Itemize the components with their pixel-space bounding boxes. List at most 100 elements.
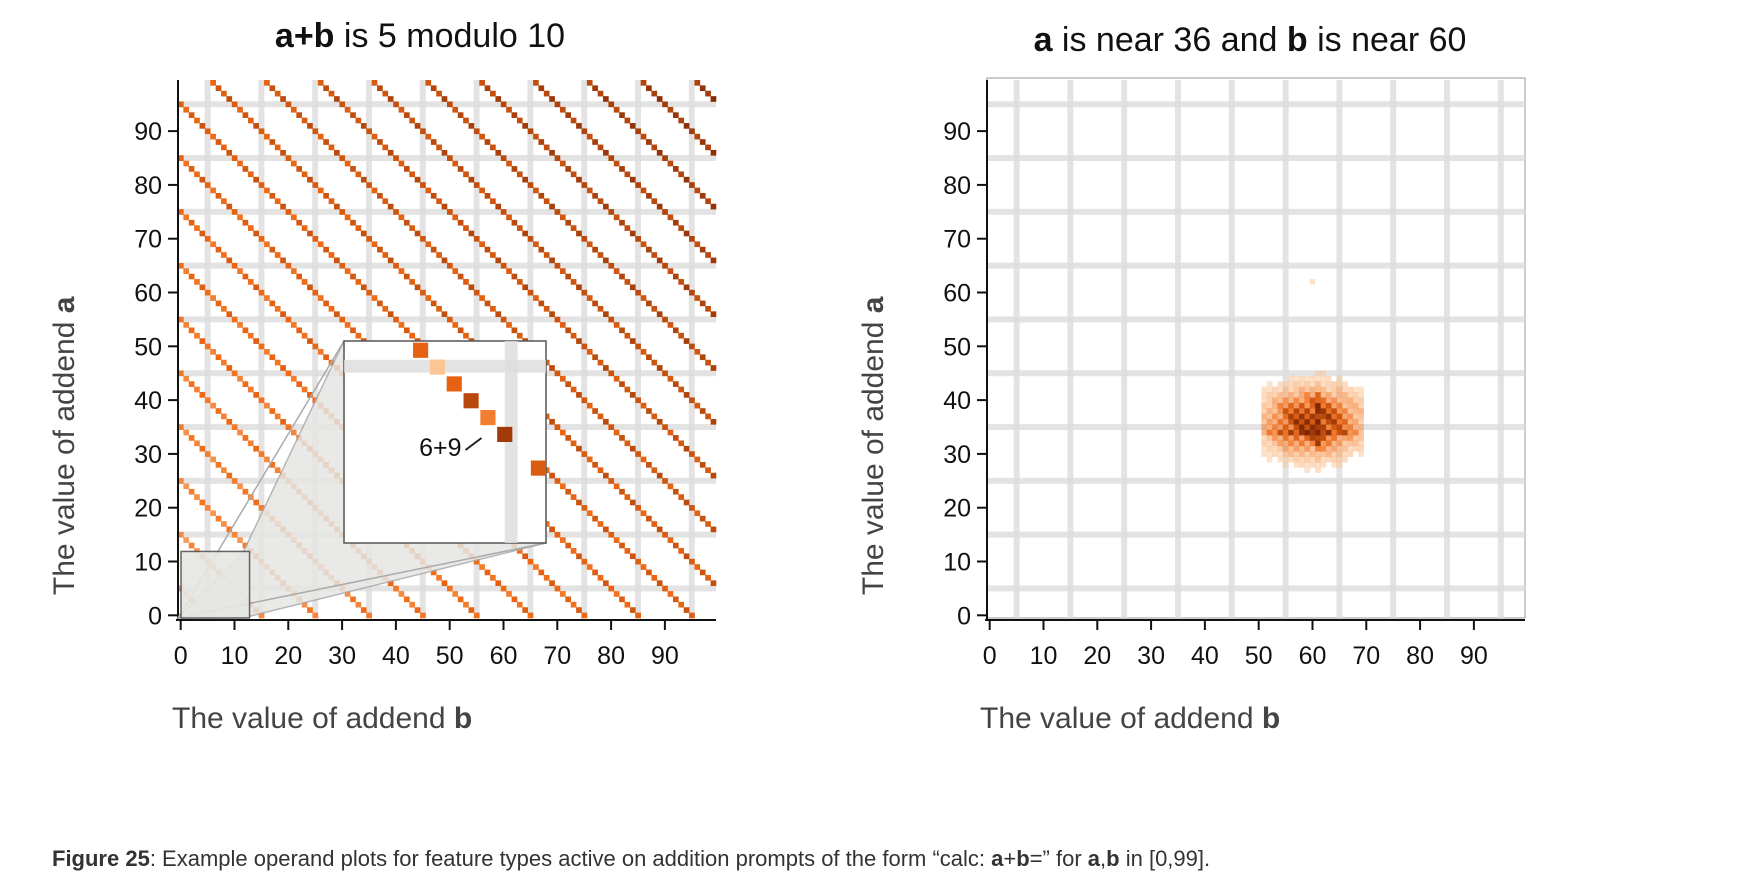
heatmap-cell [247,332,254,339]
heatmap-cell [285,155,292,161]
heatmap-cell [1293,397,1300,404]
grid-row [987,531,1525,538]
heatmap-cell [640,349,647,355]
heatmap-cell [307,338,313,344]
heatmap-cell [624,601,631,608]
heatmap-cell [1282,456,1289,463]
heatmap-cell [640,510,647,517]
heatmap-cell [188,112,195,118]
heatmap-cell [441,580,448,587]
heatmap-cell [307,607,313,613]
heatmap-cell [430,246,437,253]
heatmap-cell [651,305,658,312]
heatmap-cell [296,112,303,118]
caption-bold-1: a [991,846,1004,871]
heatmap-cell [221,359,227,366]
heatmap-cell [199,392,206,398]
heatmap-cell [1288,445,1294,452]
heatmap-cell [1266,451,1273,457]
heatmap-cell [1293,456,1300,463]
heatmap-cell [1288,408,1294,414]
heatmap-cell [1331,429,1337,436]
heatmap-cell [490,198,496,205]
heatmap-cell [371,241,378,248]
grid-row [987,477,1525,484]
heatmap-cell [312,236,319,242]
y-tick-label: 90 [943,118,971,146]
heatmap-cell [398,591,405,597]
heatmap-cell [301,601,308,608]
heatmap-cell [586,187,593,194]
heatmap-cell [312,128,319,135]
y-axis-label-part-0: The value of addend [48,313,81,595]
heatmap-cell [447,262,453,269]
heatmap-cell [678,225,685,231]
heatmap-cell [393,585,399,592]
heatmap-cell [570,548,577,554]
heatmap-cell [576,338,582,344]
heatmap-cell [1299,456,1305,463]
heatmap-cell [629,445,636,452]
heatmap-cell [473,236,480,242]
heatmap-cell [457,112,464,118]
heatmap-cell [1315,381,1321,387]
heatmap-cell [242,327,249,334]
chart-1-title-part-0: a+b [275,17,335,55]
heatmap-cell [565,596,572,603]
grid-col [1443,80,1450,618]
heatmap-cell [1320,461,1327,468]
heatmap-cell [586,402,593,409]
y-tick-label: 50 [134,333,162,361]
heatmap-cell [511,166,518,172]
heatmap-cell [1293,381,1300,387]
heatmap-cell [1331,456,1337,463]
heatmap-cell [484,300,491,307]
x-tick-label: 50 [1245,642,1273,670]
heatmap-cell [1309,386,1316,393]
heatmap-cell [1342,413,1348,420]
heatmap-cell [1288,386,1294,393]
heatmap-cell [269,354,276,361]
heatmap-cell [463,225,469,231]
heatmap-cell [495,257,502,264]
heatmap-cell [1320,429,1327,436]
heatmap-cell [1315,467,1321,474]
heatmap-cell [1304,467,1311,474]
heatmap-cell [307,123,313,129]
heatmap-cell [1331,445,1337,452]
heatmap-cell [264,295,270,301]
heatmap-cell [371,133,378,140]
heatmap-cell [210,187,216,194]
zoom-inset: 6+9 [176,339,548,619]
heatmap-cell [393,316,399,323]
heatmap-cell [694,133,701,140]
heatmap-cell [188,327,195,334]
heatmap-cell [441,203,448,210]
heatmap-cell [215,408,222,414]
heatmap-cell [1309,392,1316,398]
heatmap-cell [667,375,674,382]
y-tick-label: 20 [134,495,162,523]
heatmap-cell [506,322,512,328]
heatmap-cell [651,198,658,205]
heatmap-cell [231,316,238,323]
heatmap-cell [1325,375,1332,382]
heatmap-cell [328,198,335,205]
heatmap-cell [237,537,243,543]
heatmap-cell [1336,429,1343,436]
heatmap-cell [312,343,319,350]
heatmap-cell [597,521,604,527]
heatmap-cell [355,601,362,608]
heatmap-cell [479,187,485,194]
heatmap-cell [409,601,416,608]
heatmap-cell [183,429,190,436]
heatmap-cell [393,101,399,108]
heatmap-cell [1277,386,1284,393]
heatmap-cell [662,370,668,377]
heatmap-cell [1288,402,1294,409]
heatmap-cell [559,591,566,597]
heatmap-cell [1309,381,1316,387]
heatmap-cell [312,612,319,619]
heatmap-cell [360,176,367,183]
heatmap-cell [436,305,442,312]
